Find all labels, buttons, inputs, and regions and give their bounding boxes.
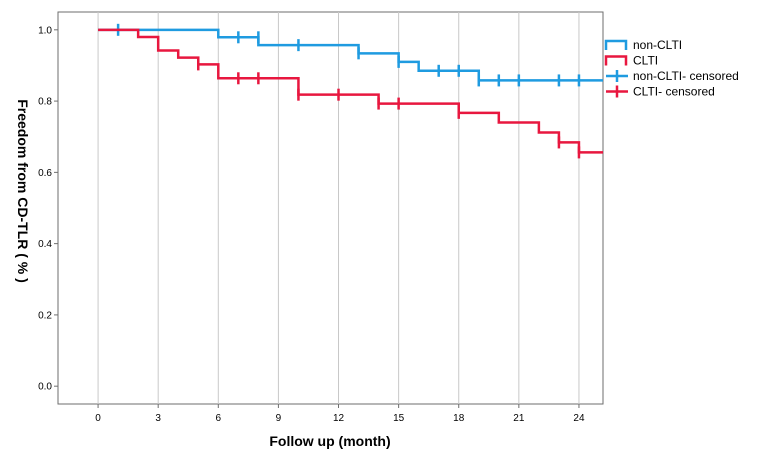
x-tick-label: 24 xyxy=(573,413,585,424)
x-tick-label: 12 xyxy=(333,413,345,424)
legend-swatch-clti xyxy=(604,55,628,66)
y-tick-label: 0.4 xyxy=(38,239,52,250)
x-axis-title: Follow up (month) xyxy=(269,433,390,449)
y-tick-label: 0.6 xyxy=(38,168,52,179)
series-line-non-clti xyxy=(98,28,603,82)
axis-ticks: 0 3 6 9 12 15 18 21 24 0.0 0.2 0.4 0.6 0.8 1.0 xyxy=(38,25,585,424)
x-tick-label: 15 xyxy=(393,413,405,424)
legend-label-clti-censored: CLTI- censored xyxy=(633,85,715,99)
y-tick-label: 1.0 xyxy=(38,25,52,36)
plot-area xyxy=(57,11,604,405)
legend-label-clti: CLTI xyxy=(633,54,658,68)
x-tick-label: 9 xyxy=(276,413,282,424)
x-tick-label: 3 xyxy=(155,413,161,424)
y-tick-label: 0.8 xyxy=(38,97,52,108)
series xyxy=(98,23,603,159)
legend-swatch-non-clti xyxy=(604,39,628,50)
y-tick-label: 0.2 xyxy=(38,310,52,321)
x-tick-label: 0 xyxy=(95,413,101,424)
y-axis-title: Freedom from CD-TLR ( % ) xyxy=(15,99,31,283)
legend-label-non-clti-censored: non-CLTI- censored xyxy=(633,69,739,83)
x-tick-label: 6 xyxy=(216,413,222,424)
x-tick-label: 21 xyxy=(513,413,525,424)
legend-label-non-clti: non-CLTI xyxy=(633,38,682,52)
x-tick-label: 18 xyxy=(453,413,465,424)
y-tick-label: 0.0 xyxy=(38,382,52,393)
